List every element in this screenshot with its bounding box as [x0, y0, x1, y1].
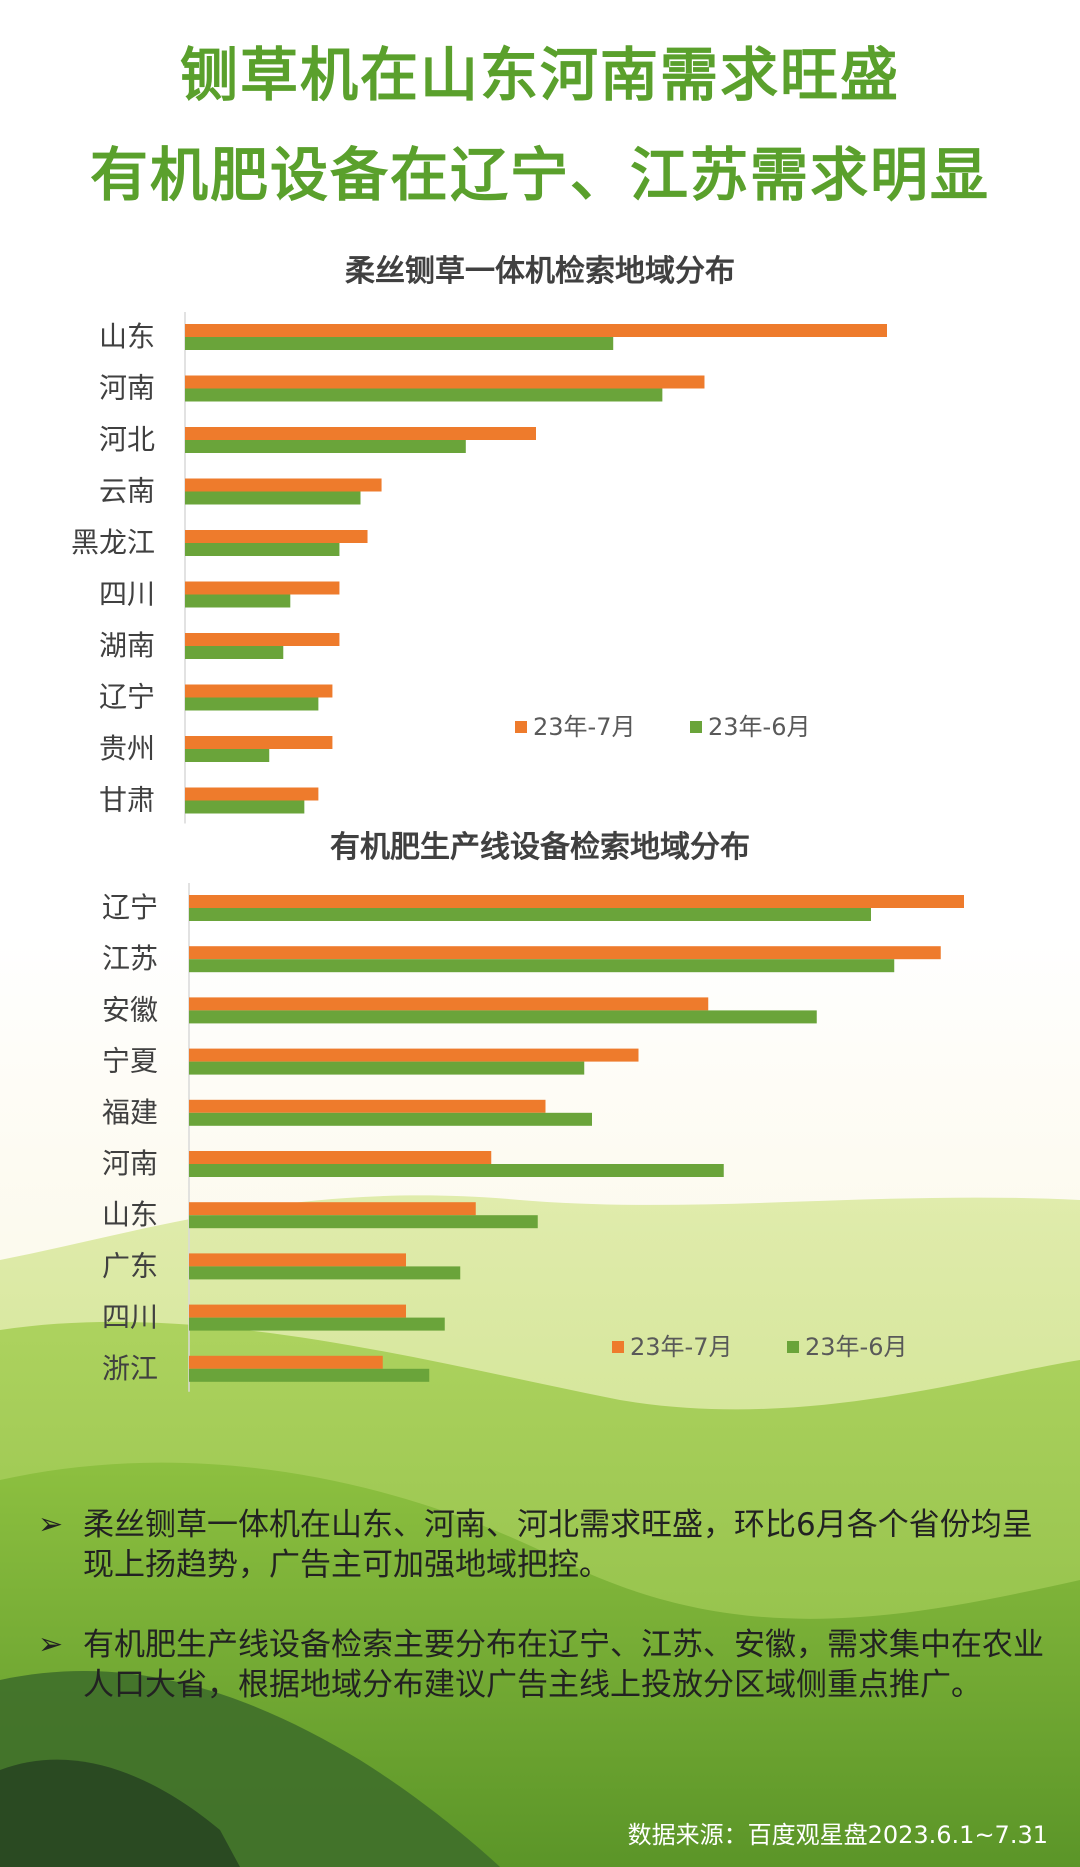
bar-23-jun	[185, 646, 284, 659]
category-label: 湖南	[99, 629, 155, 662]
legend-label: 23年-7月	[630, 1333, 732, 1361]
bar-23-jun	[189, 1368, 430, 1382]
bar-23-jul	[185, 787, 319, 801]
bar-23-jun	[189, 1112, 592, 1126]
category-label: 山东	[102, 1198, 158, 1231]
bar-23-jun	[189, 1266, 461, 1280]
bar-23-jul	[185, 736, 333, 749]
category-label: 江苏	[102, 942, 158, 975]
legend-swatch	[612, 1341, 624, 1353]
bar-23-jun	[185, 594, 291, 608]
headline-line-2: 有机肥设备在辽宁、江苏需求明显	[89, 141, 990, 209]
chart2-title: 有机肥生产线设备检索地域分布	[330, 830, 750, 865]
bar-23-jul	[185, 324, 887, 337]
bar-23-jul	[185, 530, 368, 543]
summary-bullet-2: ➢ 有机肥生产线设备检索主要分布在辽宁、江苏、安徽，需求集中在农业人口大省，根据…	[38, 1625, 1048, 1705]
summary-bullet-1: ➢ 柔丝铡草一体机在山东、河南、河北需求旺盛，环比6月各个省份均呈现上扬趋势，广…	[38, 1505, 1048, 1585]
bar-23-jul	[185, 427, 536, 440]
legend-label: 23年-7月	[533, 713, 635, 741]
category-label: 福建	[102, 1096, 158, 1129]
bar-23-jul	[189, 895, 964, 908]
bar-23-jul	[185, 633, 340, 646]
category-label: 河南	[99, 372, 155, 405]
bar-23-jun	[189, 908, 871, 921]
category-label: 河南	[102, 1147, 158, 1180]
chart1-title: 柔丝铡草一体机检索地域分布	[345, 254, 735, 289]
summary-bullet-1-text: 柔丝铡草一体机在山东、河南、河北需求旺盛，环比6月各个省份均呈现上扬趋势，广告主…	[83, 1507, 1033, 1583]
category-label: 四川	[99, 578, 155, 611]
category-label: 河北	[99, 423, 155, 456]
arrow-bullet-icon: ➢	[38, 1507, 64, 1542]
category-label: 广东	[102, 1249, 158, 1282]
legend-label: 23年-6月	[805, 1333, 907, 1361]
legend-label: 23年-6月	[708, 713, 810, 741]
bar-23-jul	[185, 684, 333, 698]
bar-23-jul	[189, 1253, 406, 1267]
bar-23-jul	[185, 375, 705, 389]
bar-23-jun	[185, 337, 614, 350]
bar-23-jun	[185, 491, 361, 505]
bar-23-jun	[185, 800, 305, 814]
category-label: 云南	[99, 475, 155, 508]
category-label: 安徽	[102, 993, 158, 1026]
bar-23-jun	[189, 1164, 724, 1177]
bar-23-jul	[189, 1304, 406, 1318]
category-label: 黑龙江	[71, 526, 155, 559]
bar-23-jul	[189, 1048, 639, 1062]
category-label: 浙江	[102, 1352, 158, 1385]
bar-23-jul	[189, 946, 941, 960]
data-source-note: 数据来源：百度观星盘2023.6.1~7.31	[627, 1821, 1048, 1849]
bar-23-jul	[185, 478, 382, 492]
bar-23-jun	[189, 1010, 817, 1024]
bar-23-jun	[189, 1317, 445, 1331]
summary-bullet-2-text: 有机肥生产线设备检索主要分布在辽宁、江苏、安徽，需求集中在农业人口大省，根据地域…	[83, 1627, 1044, 1703]
bar-23-jun	[185, 749, 270, 762]
bar-23-jun	[185, 388, 663, 402]
bar-23-jun	[189, 1215, 538, 1229]
category-label: 甘肃	[99, 784, 155, 817]
headline-line-1: 铡草机在山东河南需求旺盛	[179, 41, 900, 109]
bar-23-jun	[185, 440, 466, 453]
category-label: 宁夏	[102, 1045, 158, 1078]
category-label: 辽宁	[102, 891, 158, 924]
legend-swatch	[515, 721, 527, 733]
legend-swatch	[690, 721, 702, 733]
bar-23-jul	[189, 997, 709, 1011]
category-label: 山东	[99, 320, 155, 353]
legend-swatch	[787, 1341, 799, 1353]
bar-23-jun	[189, 1061, 585, 1075]
bar-23-jun	[189, 959, 895, 973]
category-label: 四川	[102, 1301, 158, 1334]
category-label: 辽宁	[99, 681, 155, 714]
category-label: 贵州	[99, 732, 155, 765]
bar-23-jul	[189, 1151, 492, 1164]
bar-23-jul	[189, 1099, 546, 1113]
bar-23-jul	[189, 1355, 383, 1369]
bar-23-jun	[185, 543, 340, 556]
summary-bullets: ➢ 柔丝铡草一体机在山东、河南、河北需求旺盛，环比6月各个省份均呈现上扬趋势，广…	[38, 1505, 1048, 1745]
bar-23-jul	[185, 581, 340, 595]
bar-23-jun	[185, 697, 319, 711]
arrow-bullet-icon: ➢	[38, 1627, 64, 1662]
bar-23-jul	[189, 1202, 476, 1216]
